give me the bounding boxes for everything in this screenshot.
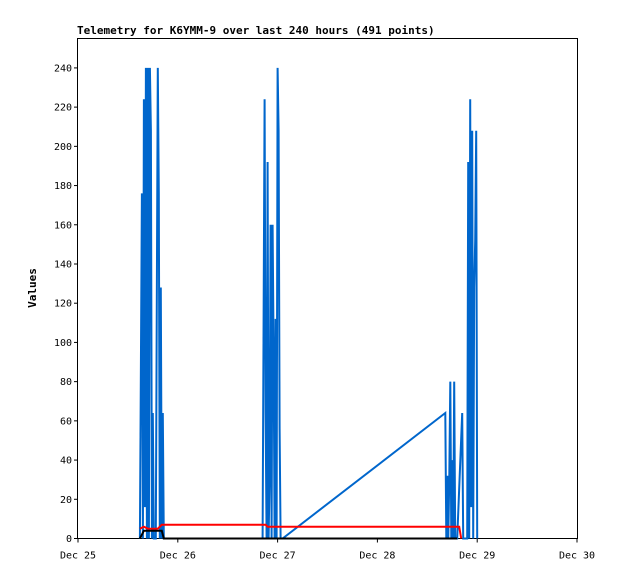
- y-tick-label: 200: [54, 142, 72, 153]
- y-tick-label: 0: [66, 534, 72, 545]
- y-tick-label: 240: [54, 63, 72, 74]
- x-tick-label: Dec 30: [559, 551, 595, 562]
- series-line-0: [138, 67, 479, 540]
- y-tick-label: 20: [60, 495, 72, 506]
- chart-title: Telemetry for K6YMM-9 over last 240 hour…: [77, 24, 435, 37]
- y-tick-label: 60: [60, 416, 72, 427]
- x-axis: Dec 25 Dec 26 Dec 27 Dec 28 Dec 29 Dec 30: [60, 538, 595, 562]
- y-tick-label: 140: [54, 259, 72, 270]
- x-tick-label: Dec 28: [359, 551, 395, 562]
- y-tick-label: 160: [54, 220, 72, 231]
- x-tick-label: Dec 27: [260, 551, 296, 562]
- x-tick-label: Dec 26: [160, 551, 196, 562]
- x-tick-label: Dec 25: [60, 551, 96, 562]
- x-tick-label: Dec 29: [459, 551, 495, 562]
- y-tick-label: 120: [54, 299, 72, 310]
- series-line-1: [139, 523, 463, 539]
- y-tick-label: 40: [60, 456, 72, 467]
- y-tick-label: 100: [54, 338, 72, 349]
- y-tick-label: 220: [54, 103, 72, 114]
- y-axis: 0 20 40 60 80 100 120 140 160 180 200 220 240: [54, 63, 78, 545]
- y-tick-label: 180: [54, 181, 72, 192]
- y-tick-label: 80: [60, 377, 72, 388]
- y-axis-label: Values: [26, 268, 39, 308]
- series-line-2: [139, 529, 458, 540]
- series-layer: [138, 67, 479, 540]
